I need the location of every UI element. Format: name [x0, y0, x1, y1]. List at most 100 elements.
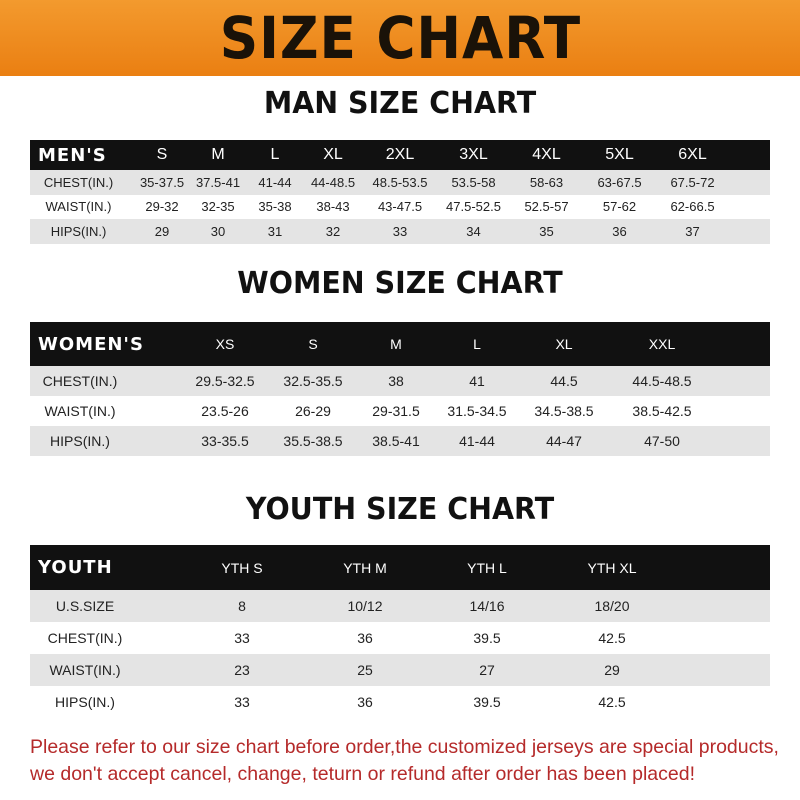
banner: SIZE CHART: [0, 0, 800, 76]
measurement-cell: 26-29: [295, 403, 331, 419]
measurement-cell: 63-67.5: [597, 174, 642, 190]
measurement-cell: 37.5-41: [195, 174, 241, 190]
table-header-row: YOUTH YTH S YTH M YTH L YTH XL: [30, 545, 770, 590]
table-row: CHEST(IN.) 33 36 39.5 42.5: [30, 622, 770, 654]
size-header: S: [156, 146, 168, 163]
row-label: CHEST(IN.): [42, 373, 118, 389]
measurement-cell: 47.5-52.5: [446, 199, 501, 215]
size-header: M: [390, 336, 402, 352]
measurement-cell: 35: [539, 223, 554, 239]
size-header: S: [308, 336, 318, 352]
measurement-cell: 33: [392, 223, 408, 239]
measurement-cell: 33: [234, 630, 250, 646]
measurement-cell: 35-38: [258, 199, 292, 215]
table-row: WAIST(IN.) 23.5-26 26-29 29-31.5 31.5-34.5 34…: [30, 396, 770, 426]
measurement-cell: 23.5-26: [201, 403, 249, 419]
youth-size-table: YOUTH YTH S YTH M YTH L YTH XL U.S.SIZE 8 10/12…: [30, 545, 770, 718]
size-header: 3XL: [459, 146, 488, 163]
size-header: 6XL: [678, 146, 707, 163]
measurement-cell: 35.5-38.5: [283, 433, 343, 449]
measurement-cell: 39.5: [473, 694, 501, 710]
size-header: YTH L: [467, 559, 507, 576]
measurement-cell: 44.5-48.5: [632, 373, 692, 389]
row-label: CHEST(IN.): [47, 630, 123, 646]
measurement-cell: 41-44: [258, 174, 292, 190]
measurement-cell: 34.5-38.5: [534, 403, 594, 419]
measurement-cell: 30: [210, 223, 226, 239]
order-notice: Please refer to our size chart before or…: [30, 734, 790, 788]
table-row: HIPS(IN.) 33-35.5 35.5-38.5 38.5-41 41-44 44-…: [30, 426, 770, 456]
measurement-cell: 14/16: [469, 598, 505, 614]
women-size-table: WOMEN'S XS S M L XL XXL CHEST(IN.) 29.5-32.5 32.5…: [30, 322, 770, 456]
youth-section-title: YOUTH SIZE CHART: [245, 492, 555, 527]
measurement-cell: 33: [234, 694, 250, 710]
measurement-cell: 62-66.5: [670, 199, 715, 215]
measurement-cell: 44-48.5: [310, 174, 356, 190]
notice-line-1: Please refer to our size chart before or…: [30, 736, 779, 758]
measurement-cell: 42.5: [598, 630, 626, 646]
measurement-cell: 38.5-41: [372, 433, 420, 449]
size-header: YTH S: [221, 559, 263, 576]
measurement-cell: 67.5-72: [670, 174, 715, 190]
measurement-cell: 44.5: [550, 373, 578, 389]
measurement-cell: 39.5: [473, 630, 501, 646]
measurement-cell: 58-63: [529, 174, 564, 190]
banner-title: SIZE CHART: [219, 4, 581, 72]
measurement-cell: 42.5: [598, 694, 626, 710]
row-label: CHEST(IN.): [43, 174, 114, 190]
measurement-cell: 32-35: [201, 199, 235, 215]
measurement-cell: 41: [469, 373, 485, 389]
men-section-title: MAN SIZE CHART: [263, 86, 537, 121]
men-size-table: MEN'S S M L XL 2XL 3XL 4XL 5XL 6XL CHEST(IN.) 35-37…: [30, 140, 770, 244]
size-header: 4XL: [532, 146, 561, 163]
measurement-cell: 8: [238, 598, 246, 614]
measurement-cell: 29.5-32.5: [195, 373, 255, 389]
measurement-cell: 52.5-57: [524, 199, 569, 215]
measurement-cell: 35-37.5: [139, 174, 185, 190]
measurement-cell: 18/20: [594, 598, 630, 614]
table-row: U.S.SIZE 8 10/12 14/16 18/20: [30, 590, 770, 622]
measurement-cell: 29: [604, 662, 620, 678]
measurement-cell: 36: [357, 630, 373, 646]
table-row: CHEST(IN.) 35-37.5 37.5-41 41-44 44-48.5 48.5…: [30, 170, 770, 195]
measurement-cell: 38.5-42.5: [632, 403, 692, 419]
measurement-cell: 29: [154, 223, 170, 239]
size-header: XXL: [648, 336, 676, 352]
row-label: HIPS(IN.): [55, 694, 115, 710]
header-label: YOUTH: [38, 557, 113, 578]
size-header: M: [211, 146, 225, 163]
measurement-cell: 27: [479, 662, 495, 678]
measurement-cell: 25: [357, 662, 373, 678]
measurement-cell: 38-43: [316, 199, 350, 215]
measurement-cell: 57-62: [602, 199, 637, 215]
size-header: L: [473, 336, 481, 352]
measurement-cell: 33-35.5: [201, 433, 249, 449]
row-label: WAIST(IN.): [45, 199, 112, 215]
measurement-cell: 29-31.5: [372, 403, 420, 419]
table-row: HIPS(IN.) 33 36 39.5 42.5: [30, 686, 770, 718]
table-header-row: MEN'S S M L XL 2XL 3XL 4XL 5XL 6XL: [30, 140, 770, 170]
size-header: 2XL: [385, 146, 415, 163]
size-header: XS: [215, 336, 235, 352]
row-label: U.S.SIZE: [55, 598, 115, 614]
measurement-cell: 31: [267, 223, 283, 239]
measurement-cell: 47-50: [644, 433, 680, 449]
size-header: XL: [323, 146, 343, 163]
row-label: HIPS(IN.): [50, 433, 110, 449]
measurement-cell: 41-44: [459, 433, 495, 449]
measurement-cell: 38: [388, 373, 404, 389]
row-label: WAIST(IN.): [44, 403, 116, 419]
women-section-title: WOMEN SIZE CHART: [237, 266, 563, 301]
size-header: 5XL: [605, 146, 634, 163]
table-row: WAIST(IN.) 29-32 32-35 35-38 38-43 43-47.5 47.…: [30, 194, 770, 219]
table-row: CHEST(IN.) 29.5-32.5 32.5-35.5 38 41 44.5 44.5…: [30, 366, 770, 396]
header-label: MEN'S: [38, 144, 107, 166]
measurement-cell: 43-47.5: [377, 199, 423, 215]
row-label: HIPS(IN.): [50, 223, 107, 239]
measurement-cell: 32.5-35.5: [283, 373, 343, 389]
table-row: HIPS(IN.) 29 30 31 32 33 34 35 36 37: [30, 219, 770, 244]
table-header-row: WOMEN'S XS S M L XL XXL: [30, 322, 770, 366]
size-header: YTH M: [343, 559, 387, 576]
size-header: YTH XL: [587, 559, 637, 576]
size-header: L: [270, 146, 280, 163]
